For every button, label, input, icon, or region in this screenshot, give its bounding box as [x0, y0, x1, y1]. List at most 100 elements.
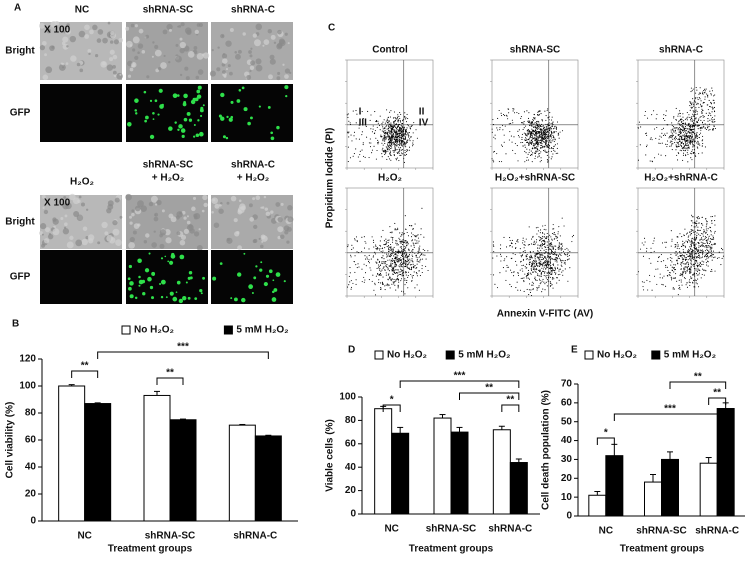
event-dot — [671, 131, 672, 132]
event-dot — [697, 111, 698, 112]
cell-texture — [212, 49, 214, 51]
event-dot — [550, 260, 551, 261]
x-axis-label: Treatment groups — [620, 544, 705, 555]
event-dot — [688, 237, 689, 238]
event-dot — [384, 139, 385, 140]
bar — [606, 456, 623, 516]
gfp-cell — [239, 89, 242, 92]
event-dot — [705, 218, 706, 219]
event-dot — [682, 243, 683, 244]
cell-texture — [133, 231, 137, 235]
event-dot — [698, 216, 699, 217]
cell-texture — [228, 64, 231, 67]
event-dot — [528, 144, 529, 145]
event-dot — [568, 252, 569, 253]
event-dot — [550, 265, 551, 266]
event-dot — [693, 139, 694, 140]
event-dot — [689, 271, 690, 272]
legend-label: No H₂O₂ — [387, 350, 427, 361]
event-dot — [406, 274, 407, 275]
gfp-cell — [145, 268, 149, 272]
event-dot — [393, 138, 394, 139]
event-dot — [663, 260, 664, 261]
event-dot — [528, 259, 529, 260]
event-dot — [544, 150, 545, 151]
gfp-cell — [284, 85, 288, 89]
event-dot — [524, 145, 525, 146]
event-dot — [537, 290, 538, 291]
event-dot — [357, 267, 358, 268]
y-tick-label: 50 — [561, 416, 573, 427]
event-dot — [404, 154, 405, 155]
event-dot — [535, 133, 536, 134]
event-dot — [683, 272, 684, 273]
quadrant-label: I — [359, 107, 362, 118]
column-label: + H₂O₂ — [237, 173, 270, 184]
event-dot — [405, 215, 406, 216]
cell-texture — [235, 54, 241, 60]
event-dot — [710, 106, 711, 107]
event-dot — [546, 238, 547, 239]
event-dot — [702, 274, 703, 275]
event-dot — [553, 224, 554, 225]
event-dot — [505, 280, 506, 281]
event-dot — [403, 249, 404, 250]
event-dot — [542, 244, 543, 245]
event-dot — [711, 94, 712, 95]
event-dot — [520, 118, 521, 119]
event-dot — [545, 133, 546, 134]
event-dot — [526, 255, 527, 256]
event-dot — [556, 238, 557, 239]
event-dot — [676, 108, 677, 109]
event-dot — [364, 279, 365, 280]
event-dot — [394, 131, 395, 132]
cell-texture — [239, 199, 242, 202]
gfp-cell — [170, 292, 174, 296]
event-dot — [402, 130, 403, 131]
event-dot — [531, 124, 532, 125]
event-dot — [359, 161, 360, 162]
event-dot — [509, 123, 510, 124]
event-dot — [390, 244, 391, 245]
event-dot — [510, 270, 511, 271]
event-dot — [677, 159, 678, 160]
event-dot — [665, 135, 666, 136]
cell-texture — [249, 70, 251, 72]
gfp-cell — [161, 257, 163, 259]
event-dot — [551, 270, 552, 271]
cell-texture — [125, 27, 129, 31]
event-dot — [696, 232, 697, 233]
event-dot — [404, 135, 405, 136]
event-dot — [691, 134, 692, 135]
event-dot — [541, 141, 542, 142]
event-dot — [405, 246, 406, 247]
event-dot — [387, 285, 388, 286]
event-dot — [663, 114, 664, 115]
event-dot — [688, 135, 689, 136]
event-dot — [527, 258, 528, 259]
event-dot — [708, 245, 709, 246]
cell-texture — [265, 207, 268, 210]
event-dot — [531, 274, 532, 275]
event-dot — [532, 124, 533, 125]
cell-texture — [184, 229, 189, 234]
gfp-cell — [177, 129, 179, 131]
event-dot — [550, 128, 551, 129]
gfp-cell — [187, 112, 191, 116]
event-dot — [542, 265, 543, 266]
event-dot — [530, 251, 531, 252]
event-dot — [348, 136, 349, 137]
gfp-cell — [189, 119, 192, 122]
event-dot — [684, 134, 685, 135]
event-dot — [681, 126, 682, 127]
event-dot — [530, 255, 531, 256]
event-dot — [397, 117, 398, 118]
event-dot — [714, 244, 715, 245]
event-dot — [415, 268, 416, 269]
event-dot — [493, 137, 494, 138]
event-dot — [405, 152, 406, 153]
event-dot — [405, 255, 406, 256]
event-dot — [384, 285, 385, 286]
event-dot — [660, 274, 661, 275]
event-dot — [528, 273, 529, 274]
